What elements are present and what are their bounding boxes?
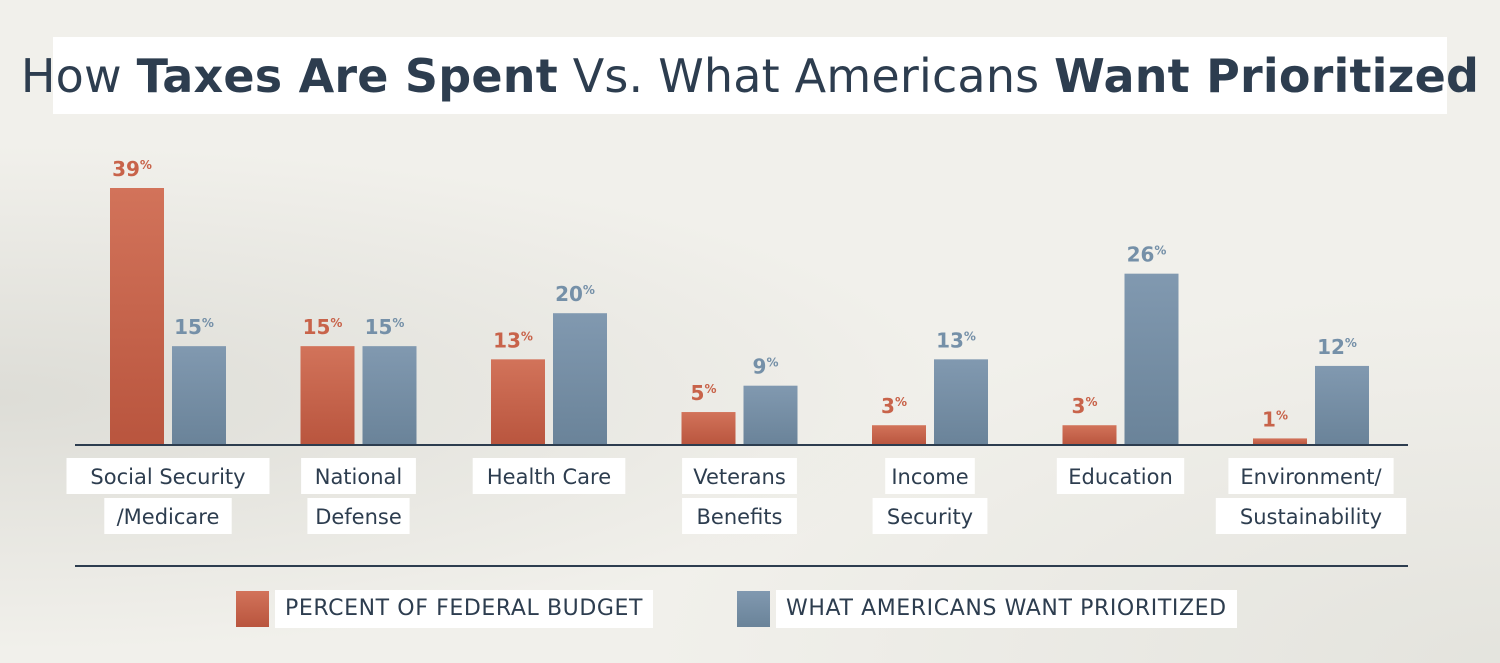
data-label-education-prioritized: 26%	[1127, 243, 1167, 267]
category-label-environment-sustainability-line2: Sustainability	[1240, 505, 1382, 529]
bar-education-prioritized	[1124, 273, 1179, 445]
data-label-education-budget: 3%	[1072, 394, 1098, 418]
category-label-bg	[1228, 458, 1394, 494]
category-label-bg	[1215, 498, 1407, 534]
category-label-bg	[301, 458, 416, 494]
category-label-bg	[104, 498, 232, 534]
category-label-national-defense-line1: National	[315, 465, 403, 489]
title-part-4: Want Prioritized	[1054, 48, 1480, 103]
bar-national-defense-prioritized	[362, 346, 417, 445]
bar-social-security-medicare-prioritized	[172, 346, 226, 445]
category-label-veterans-benefits-line1: Veterans	[693, 465, 786, 489]
data-label-environment-sustainability-budget: 1%	[1262, 407, 1288, 431]
data-label-social-security-medicare-prioritized: 15%	[174, 315, 214, 339]
legend-label-budget: PERCENT OF FEDERAL BUDGET	[275, 590, 654, 628]
bar-environment-sustainability-budget	[1253, 438, 1307, 445]
bar-veterans-benefits-budget	[681, 412, 736, 445]
data-label-veterans-benefits-budget: 5%	[691, 381, 717, 405]
bar-environment-sustainability-prioritized	[1315, 365, 1369, 445]
category-label-income-security-line2: Security	[887, 505, 973, 529]
chart-title: How Taxes Are Spent Vs. What Americans W…	[21, 49, 1479, 103]
category-label-bg	[307, 498, 410, 534]
category-label-bg	[682, 458, 797, 494]
category-label-bg	[885, 458, 975, 494]
legend-swatch-prioritized	[737, 591, 770, 627]
category-label-bg	[1056, 458, 1185, 494]
data-label-veterans-benefits-prioritized: 9%	[753, 355, 779, 379]
bar-education-budget	[1062, 425, 1117, 445]
bar-income-security-budget	[872, 425, 926, 445]
bar-veterans-benefits-prioritized	[743, 385, 798, 445]
bar-health-care-budget	[491, 359, 545, 445]
bar-income-security-prioritized	[934, 359, 988, 445]
data-label-national-defense-budget: 15%	[303, 315, 343, 339]
legend-item-prioritized: WHAT AMERICANS WANT PRIORITIZED	[737, 590, 1237, 628]
category-label-bg	[872, 498, 988, 534]
category-label-education-line1: Education	[1068, 465, 1173, 489]
title-part-1: How	[20, 48, 137, 103]
category-label-veterans-benefits-line2: Benefits	[697, 505, 783, 529]
title-part-2: Taxes Are Spent	[136, 48, 558, 103]
title-banner: How Taxes Are Spent Vs. What Americans W…	[21, 37, 1479, 114]
bar-health-care-prioritized	[553, 313, 607, 445]
category-label-national-defense-line2: Defense	[315, 505, 402, 529]
title-part-3: Vs. What Americans	[557, 48, 1055, 103]
legend-swatch-budget	[236, 591, 269, 627]
category-label-environment-sustainability-line1: Environment/	[1240, 465, 1382, 489]
legend-item-budget: PERCENT OF FEDERAL BUDGET	[236, 590, 654, 628]
bar-social-security-medicare-budget	[110, 188, 164, 445]
data-label-income-security-prioritized: 13%	[936, 328, 976, 352]
data-label-national-defense-prioritized: 15%	[365, 315, 405, 339]
data-label-health-care-prioritized: 20%	[555, 282, 595, 306]
category-label-social-security-medicare-line2: /Medicare	[117, 505, 220, 529]
category-label-social-security-medicare-line1: Social Security	[90, 465, 245, 489]
category-label-bg	[472, 458, 626, 494]
data-label-health-care-budget: 13%	[493, 328, 533, 352]
category-label-income-security-line1: Income	[891, 465, 968, 489]
category-label-health-care-line1: Health Care	[487, 465, 611, 489]
category-label-bg	[682, 498, 797, 534]
legend-label-prioritized: WHAT AMERICANS WANT PRIORITIZED	[776, 590, 1237, 628]
data-label-income-security-budget: 3%	[881, 394, 907, 418]
category-label-bg	[66, 458, 270, 494]
data-label-social-security-medicare-budget: 39%	[112, 157, 152, 181]
bar-national-defense-budget	[300, 346, 355, 445]
data-label-environment-sustainability-prioritized: 12%	[1317, 335, 1357, 359]
